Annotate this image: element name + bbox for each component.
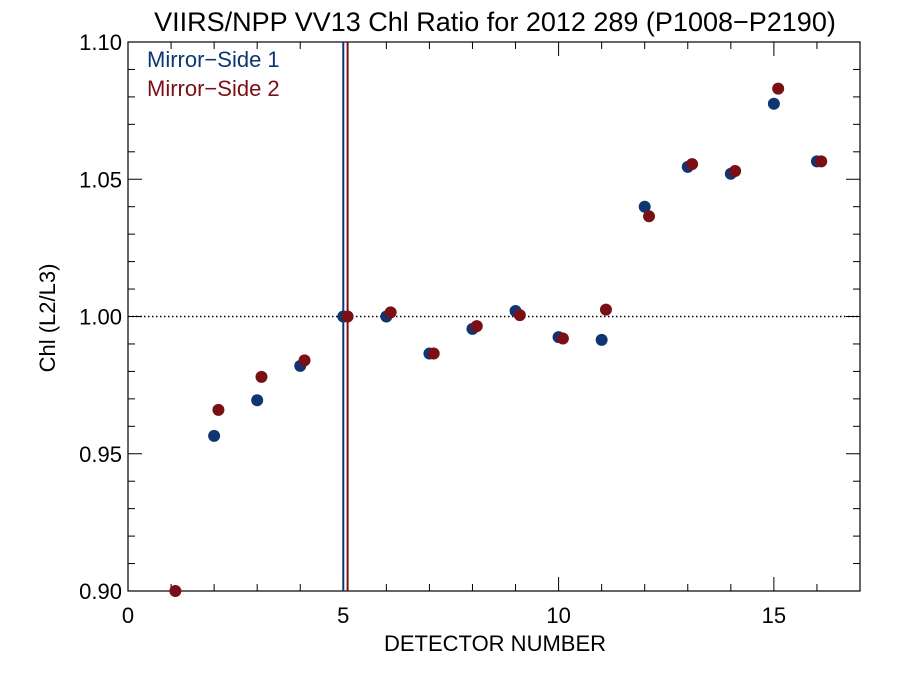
series-2-point [212,403,225,416]
series-1-point [251,394,264,407]
x-axis-label: DETECTOR NUMBER [384,631,606,656]
x-tick-label: 15 [762,603,786,628]
series-2-point [513,309,526,322]
x-tick-label: 5 [337,603,349,628]
series-2-point [470,320,483,333]
x-tick-label: 0 [122,603,134,628]
series-2-point [341,310,354,323]
series-1-point [595,333,608,346]
plot-area: 0 5 10 15 0.90 0.95 1.00 1.05 1.10 Mirror−Side 1 M… [79,30,861,628]
y-tick-label: 1.10 [79,30,122,55]
y-tick-label: 1.00 [79,305,122,330]
series-1-point [767,97,780,110]
series-1-point [638,200,651,213]
series-2-point [686,158,699,171]
y-tick-label: 0.95 [79,442,122,467]
x-tick-label: 10 [546,603,570,628]
series-2-point [599,303,612,316]
series-2-point [556,332,569,345]
series-2-point [169,585,182,597]
series-2-point [255,370,268,383]
chart-title: VIIRS/NPP VV13 Chl Ratio for 2012 289 (P… [154,7,836,37]
series-2-point [427,347,440,360]
legend-entry-1: Mirror−Side 1 [147,47,280,72]
y-axis-label: Chl (L2/L3) [35,264,60,373]
series-2-point [298,354,311,367]
series-2-point [772,82,785,95]
series-2-point [384,306,397,319]
series-2-point [815,155,828,168]
y-tick-label: 0.90 [79,579,122,604]
series-2-point [643,210,656,223]
series-1-point [208,429,221,442]
legend-entry-2: Mirror−Side 2 [147,76,280,101]
y-tick-label: 1.05 [79,167,122,192]
series-2-point [729,165,742,178]
